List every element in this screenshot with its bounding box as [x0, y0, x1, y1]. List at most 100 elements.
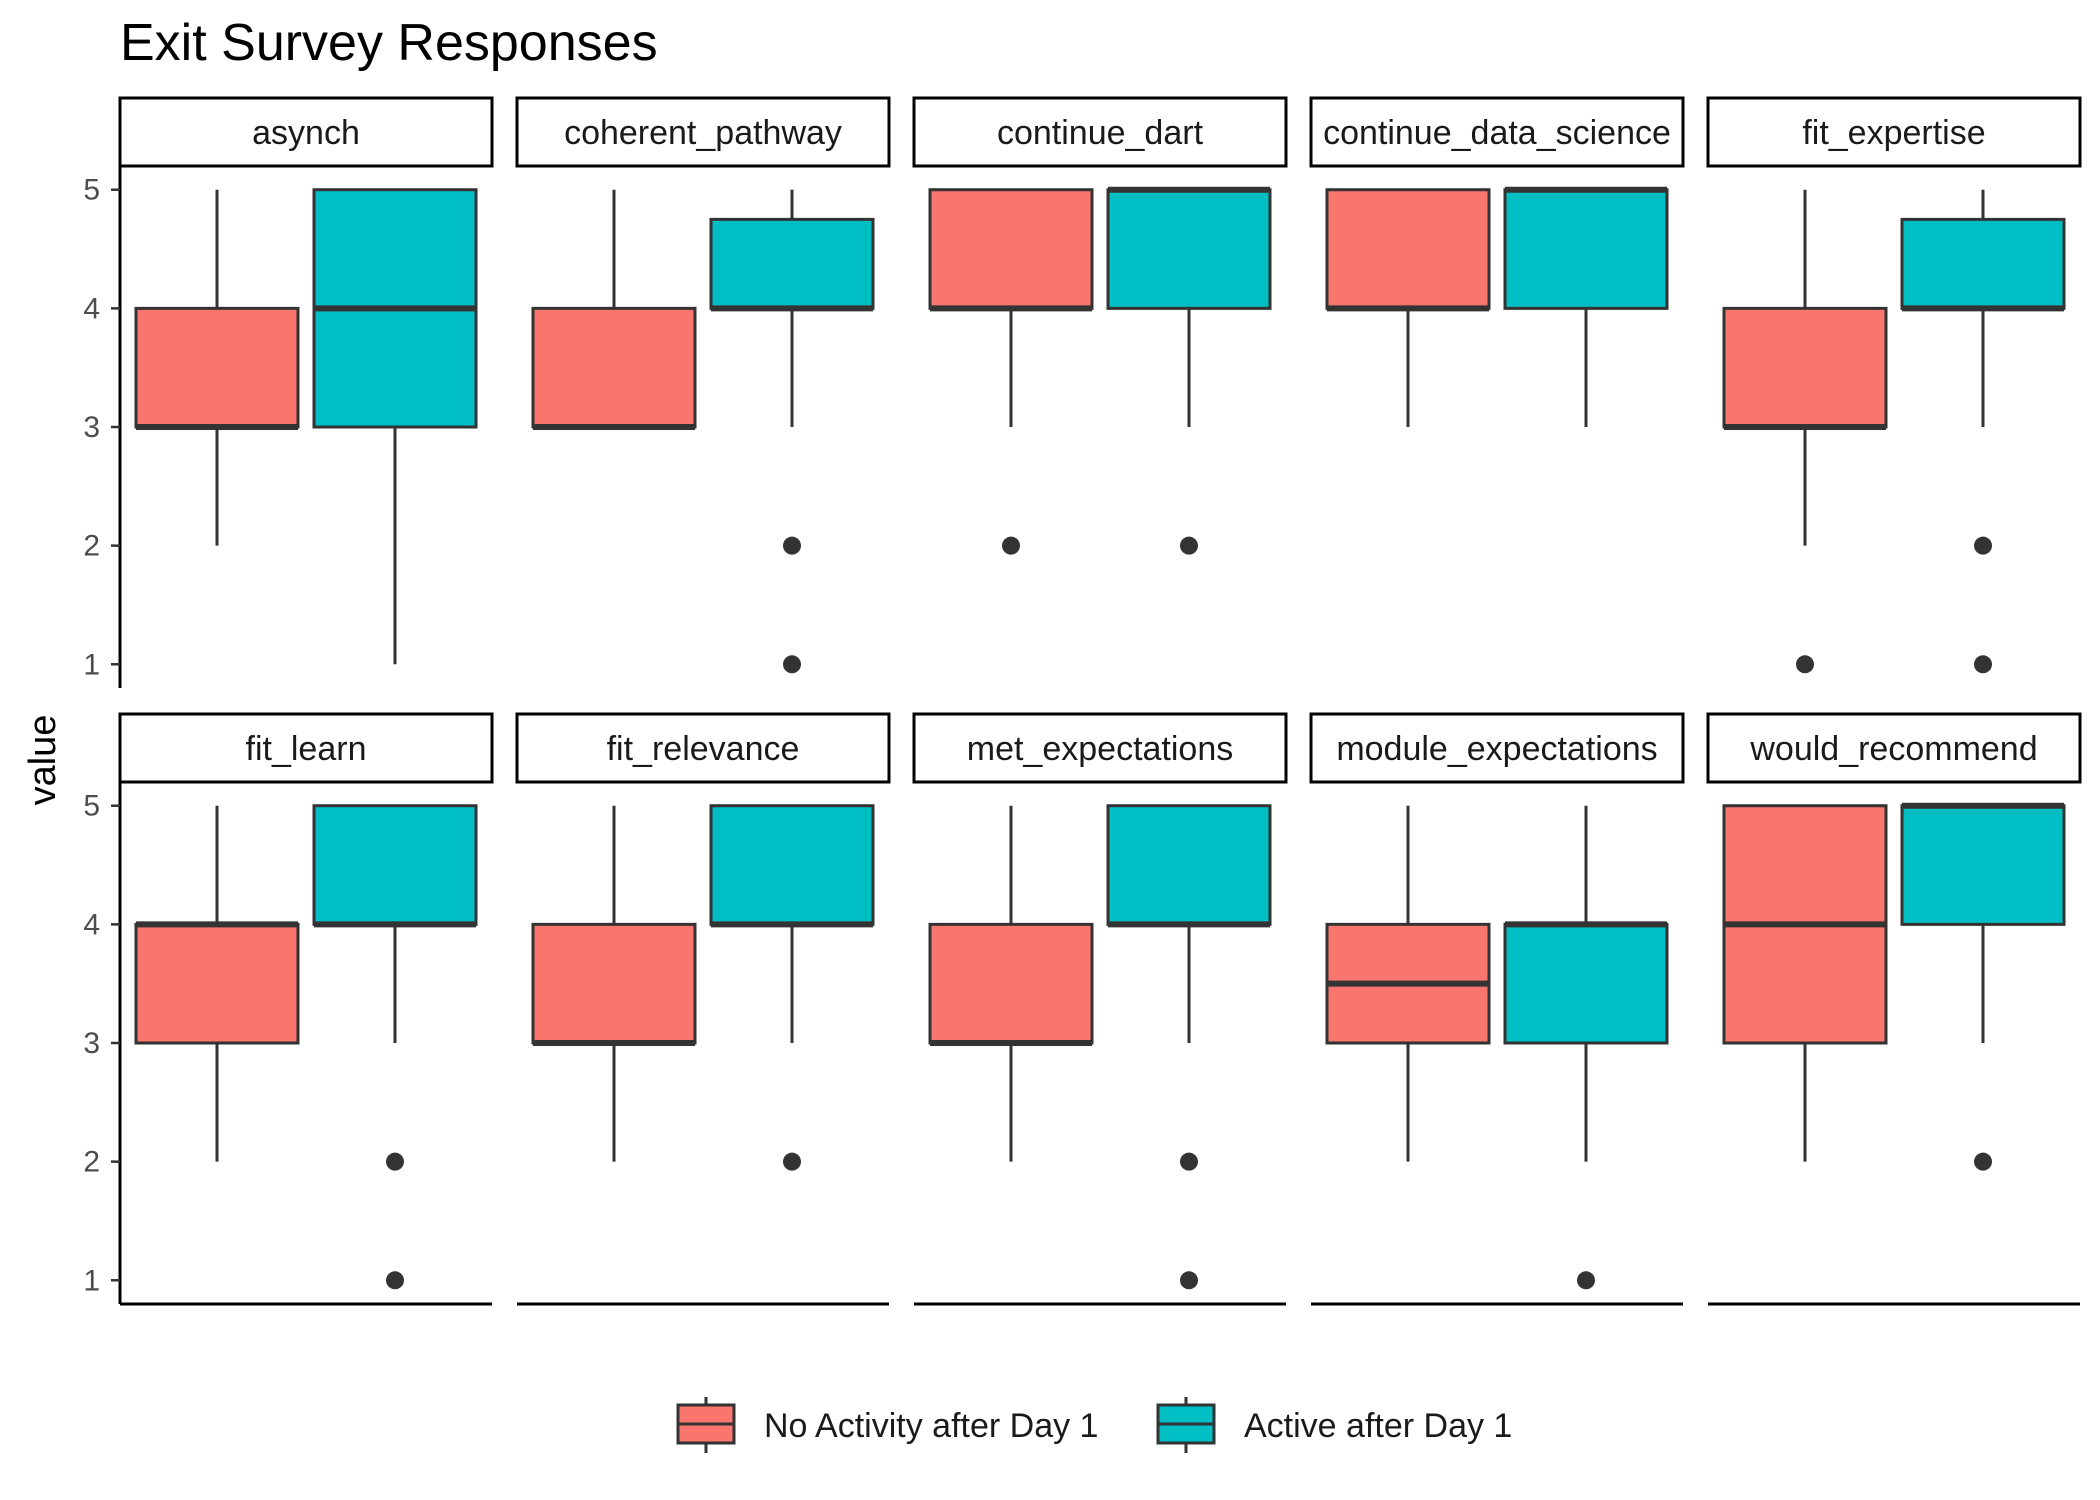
- facet-panel: continue_dart: [912, 96, 1288, 555]
- y-tick-label: 3: [83, 1027, 100, 1060]
- box-no-activity: [1722, 189, 1888, 674]
- facet-panel: fit_expertise: [1706, 96, 2082, 674]
- facet-panel: coherent_pathway: [515, 96, 891, 674]
- box-body: [312, 804, 478, 926]
- outlier-point: [783, 655, 801, 674]
- box-body: [1503, 922, 1669, 1045]
- legend-label: Active after Day 1: [1244, 1407, 1512, 1445]
- y-tick-label: 5: [83, 790, 100, 823]
- box-active: [312, 188, 478, 665]
- box-no-activity: [928, 805, 1094, 1162]
- y-tick-label: 1: [83, 1264, 100, 1297]
- outlier-point: [783, 536, 801, 555]
- facet-strip-label: fit_learn: [246, 730, 367, 768]
- box-no-activity: [531, 189, 697, 430]
- box-active: [1106, 186, 1272, 555]
- y-tick-label: 2: [83, 530, 100, 563]
- facet-strip: [118, 96, 494, 168]
- facet-strip: [912, 96, 1288, 168]
- facet-panel: module_expectations: [1309, 712, 1685, 1306]
- box-active: [1503, 186, 1669, 427]
- box-body: [1900, 804, 2066, 926]
- facet-panel: met_expectations: [912, 712, 1288, 1306]
- box-body: [531, 306, 697, 429]
- box-no-activity: [531, 805, 697, 1162]
- legend-item: No Activity after Day 1: [676, 1397, 1098, 1453]
- facets-layer: asynch 1 2 3 4 5 coherent_pathway continue_dart…: [83, 96, 2082, 1306]
- outlier-point: [1577, 1271, 1595, 1290]
- facet-panel: fit_relevance: [515, 712, 891, 1306]
- legend-label: No Activity after Day 1: [764, 1407, 1098, 1445]
- box-active: [709, 189, 875, 674]
- facet-panel: asynch 1 2 3 4 5: [83, 96, 494, 688]
- facet-strip-label: module_expectations: [1336, 730, 1657, 768]
- facet-panel: continue_data_science: [1309, 96, 1685, 427]
- facet-strip: [912, 712, 1288, 784]
- facet-strip-label: coherent_pathway: [564, 114, 842, 152]
- y-tick-label: 4: [83, 908, 100, 941]
- outlier-point: [1180, 536, 1198, 555]
- facet-strip: [515, 96, 891, 168]
- box-body: [928, 188, 1094, 310]
- box-body: [531, 922, 697, 1045]
- facet-strip-label: continue_dart: [997, 114, 1204, 152]
- outlier-point: [386, 1152, 404, 1171]
- box-body: [709, 217, 875, 310]
- box-no-activity: [134, 189, 300, 546]
- outlier-point: [1974, 1152, 1992, 1171]
- facet-strip-label: continue_data_science: [1323, 114, 1671, 152]
- box-body: [1325, 188, 1491, 310]
- box-body: [1722, 306, 1888, 429]
- facet-strip: [1309, 712, 1685, 784]
- facet-panel: fit_learn 1 2 3 4 5: [83, 712, 494, 1306]
- box-body: [134, 306, 300, 429]
- y-tick-label: 2: [83, 1146, 100, 1179]
- box-body: [1503, 188, 1669, 310]
- y-tick-label: 1: [83, 648, 100, 681]
- box-active: [1900, 189, 2066, 674]
- facet-strip: [1309, 96, 1685, 168]
- outlier-point: [783, 1152, 801, 1171]
- outlier-point: [1796, 655, 1814, 674]
- box-no-activity: [928, 188, 1094, 555]
- box-active: [312, 804, 478, 1290]
- outlier-point: [1002, 536, 1020, 555]
- facet-strip-label: fit_expertise: [1802, 114, 1985, 152]
- facet-strip: [1706, 712, 2082, 784]
- outlier-point: [386, 1271, 404, 1290]
- facet-strip: [1706, 96, 2082, 168]
- facet-strip-label: fit_relevance: [607, 730, 800, 768]
- facet-strip: [118, 712, 494, 784]
- y-tick-label: 3: [83, 411, 100, 444]
- legend-item: Active after Day 1: [1156, 1397, 1512, 1453]
- outlier-point: [1180, 1271, 1198, 1290]
- outlier-point: [1974, 655, 1992, 674]
- facet-strip-label: met_expectations: [967, 730, 1234, 768]
- y-tick-label: 4: [83, 292, 100, 325]
- facet-strip: [515, 712, 891, 784]
- facet-strip-label: would_recommend: [1749, 730, 2037, 768]
- box-body: [1900, 217, 2066, 310]
- box-body: [1106, 188, 1272, 310]
- chart-title: Exit Survey Responses: [120, 14, 658, 72]
- facet-panel: would_recommend: [1706, 712, 2082, 1306]
- y-axis-title: value: [22, 715, 64, 806]
- box-no-activity: [1325, 188, 1491, 427]
- box-body: [1106, 804, 1272, 926]
- box-active: [1900, 802, 2066, 1171]
- legend: No Activity after Day 1 Active after Day …: [676, 1397, 1512, 1453]
- box-no-activity: [1325, 805, 1491, 1162]
- box-body: [709, 804, 875, 926]
- box-body: [134, 922, 300, 1045]
- box-active: [1106, 804, 1272, 1290]
- box-active: [1503, 805, 1669, 1290]
- outlier-point: [1974, 536, 1992, 555]
- box-no-activity: [134, 805, 300, 1162]
- box-no-activity: [1722, 804, 1888, 1162]
- box-body: [928, 922, 1094, 1045]
- facet-strip-label: asynch: [252, 114, 360, 152]
- y-tick-label: 5: [83, 174, 100, 207]
- outlier-point: [1180, 1152, 1198, 1171]
